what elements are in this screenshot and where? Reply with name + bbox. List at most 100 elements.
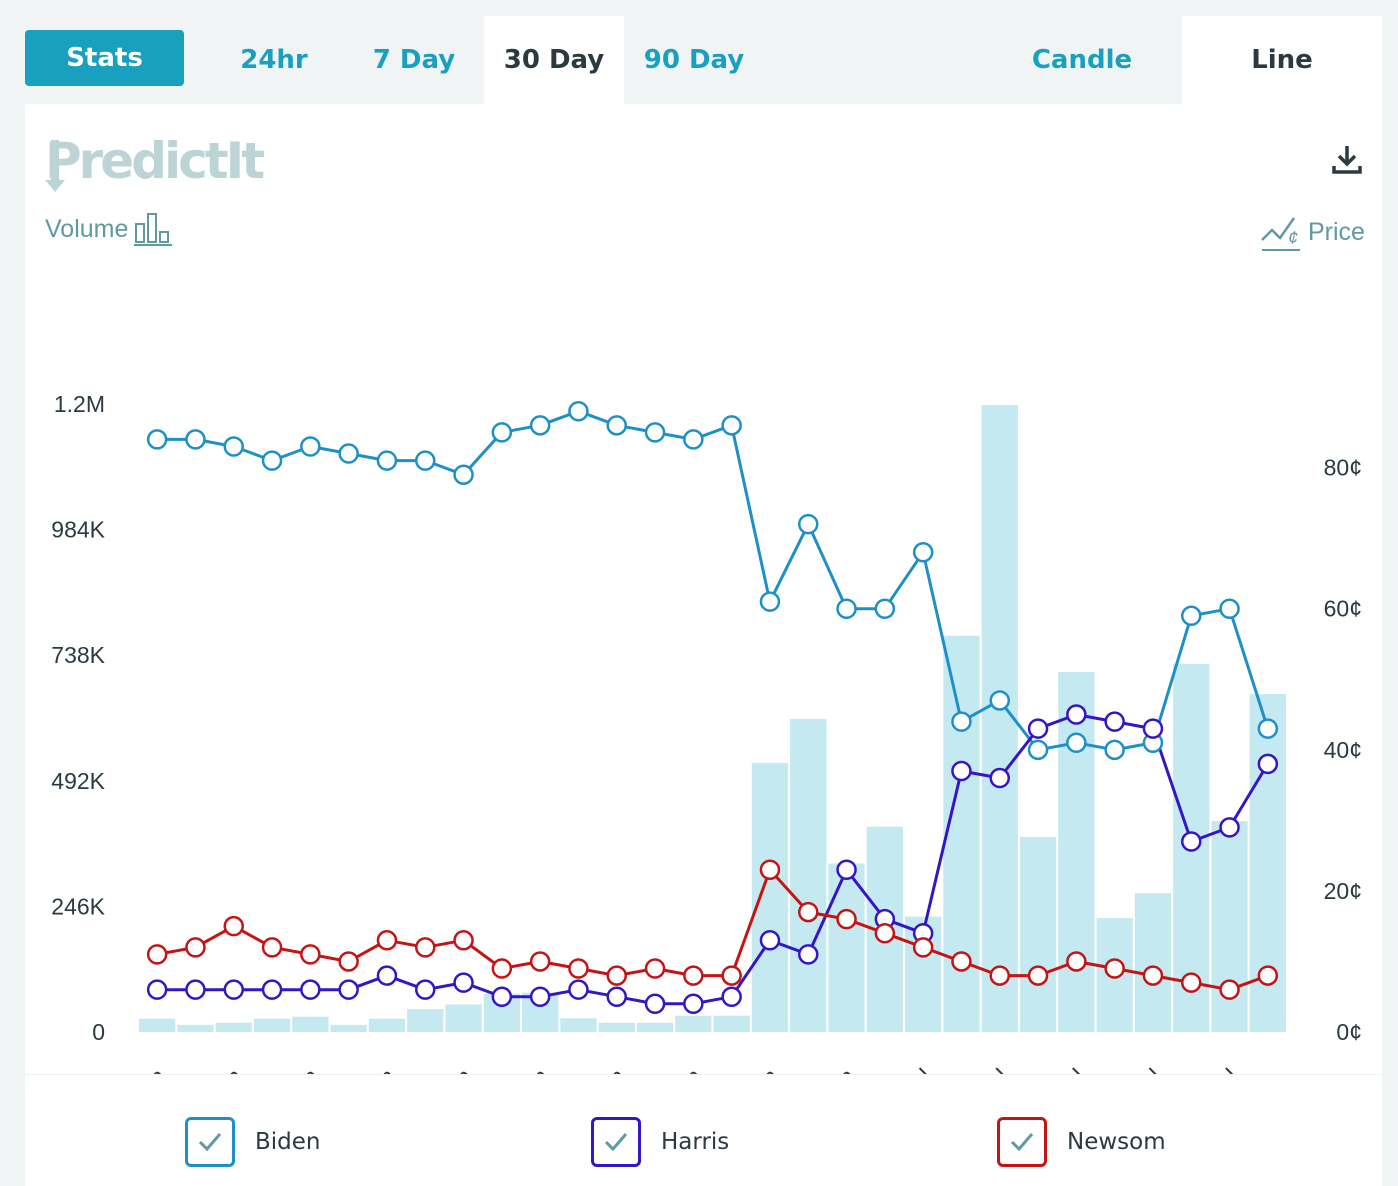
legend-panel: Biden Harris Newsom	[25, 1074, 1382, 1186]
legend-label-newsom: Newsom	[1067, 1129, 1166, 1155]
volume-bar	[215, 1022, 252, 1032]
series-point-harris	[568, 979, 589, 1000]
volume-bar	[560, 1018, 597, 1032]
series-point-newsom	[606, 965, 627, 986]
series-point-biden	[836, 598, 857, 619]
volume-bar	[139, 1018, 176, 1032]
tab-candle[interactable]: Candle	[1031, 45, 1133, 75]
x-tick-label: 07 Jul	[1105, 1063, 1167, 1074]
series-point-harris	[223, 979, 244, 1000]
series-point-harris	[683, 993, 704, 1015]
series-point-newsom	[453, 930, 474, 951]
predictit-logo: PredictIt	[45, 132, 265, 190]
series-point-biden	[1104, 739, 1125, 761]
series-point-harris	[376, 965, 398, 986]
series-point-biden	[874, 598, 896, 619]
volume-bar	[1019, 836, 1057, 1032]
series-point-biden	[912, 542, 934, 563]
price-chart-icon: ¢	[1261, 217, 1300, 251]
series-point-newsom	[951, 951, 972, 972]
series-point-newsom	[1257, 965, 1279, 986]
series-point-newsom	[683, 965, 704, 986]
series-point-newsom	[1142, 965, 1164, 986]
tab-24hr[interactable]: 24hr	[240, 45, 308, 75]
x-tick-label: 29 Jun	[793, 1063, 860, 1074]
series-point-biden	[606, 415, 627, 436]
legend-checkbox-harris[interactable]	[591, 1117, 641, 1167]
series-point-newsom	[1181, 972, 1202, 993]
volume-bar	[598, 1022, 635, 1032]
series-point-harris	[300, 979, 321, 1000]
series-point-harris	[798, 944, 819, 965]
logo-arrow-icon	[45, 140, 65, 192]
series-point-newsom	[300, 944, 321, 965]
series-point-biden	[1066, 732, 1087, 754]
legend-label-harris: Harris	[661, 1129, 730, 1155]
volume-bar	[368, 1018, 406, 1032]
price-volume-chart: 0 246K 492K 738K 984K 1.2M 0¢ 20¢ 40¢ 60¢ 80¢ 11 Ju…	[51, 391, 1362, 1074]
stats-button[interactable]: Stats	[25, 30, 184, 86]
legend-checkbox-biden[interactable]	[185, 1117, 235, 1167]
series-point-harris	[1257, 753, 1279, 775]
x-tick-label: 13 Jun	[180, 1063, 247, 1074]
series-point-biden	[415, 450, 436, 471]
x-tick-label: 05 Jul	[1028, 1063, 1090, 1074]
legend-item-harris[interactable]: Harris	[591, 1117, 729, 1167]
y-right-tick-label: 0¢	[1336, 1019, 1362, 1045]
y-right-tick-label: 80¢	[1324, 455, 1362, 481]
checkmark-icon	[604, 1133, 628, 1152]
series-point-newsom	[415, 937, 436, 958]
download-icon[interactable]	[1330, 142, 1364, 176]
legend-item-newsom[interactable]: Newsom	[997, 1117, 1166, 1167]
price-label: Price	[1308, 217, 1365, 246]
series-point-newsom	[989, 965, 1010, 986]
checkmark-icon	[1010, 1133, 1034, 1152]
legend-checkbox-newsom[interactable]	[997, 1117, 1047, 1167]
checkmark-icon	[198, 1133, 222, 1152]
series-point-newsom	[1104, 958, 1125, 979]
series-point-biden	[223, 436, 244, 457]
series-point-biden	[989, 690, 1010, 711]
tab-30-day[interactable]: 30 Day	[484, 16, 624, 104]
series-point-biden	[146, 429, 168, 450]
series-point-biden	[491, 422, 513, 443]
volume-bar	[636, 1022, 674, 1032]
series-point-newsom	[261, 937, 283, 958]
series-point-biden	[529, 415, 551, 436]
series-point-newsom	[644, 958, 666, 979]
y-left-tick-label: 0	[92, 1019, 105, 1045]
legend-item-biden[interactable]: Biden	[185, 1117, 321, 1167]
chart-panel: PredictIt Volume ¢ Price 0 246K 492K 738K 98…	[25, 104, 1382, 1074]
series-point-harris	[1219, 817, 1240, 838]
y-right-tick-label: 20¢	[1324, 878, 1362, 904]
volume-bar	[675, 1015, 712, 1032]
series-point-harris	[1066, 704, 1087, 725]
tab-90-day[interactable]: 90 Day	[643, 45, 745, 75]
top-nav-bar: Stats 24hr 7 Day 30 Day 90 Day Candle Li…	[0, 0, 1398, 104]
series-point-biden	[644, 422, 666, 443]
volume-axis-label: Volume	[45, 212, 174, 246]
tab-line[interactable]: Line	[1182, 16, 1382, 104]
series-point-newsom	[223, 915, 244, 937]
volume-bar	[1134, 893, 1172, 1032]
legend-label-biden: Biden	[255, 1129, 321, 1155]
y-left-tick-label: 738K	[51, 642, 105, 668]
volume-bar	[330, 1024, 367, 1032]
series-line-biden	[157, 409, 1270, 752]
series-point-harris	[453, 972, 474, 993]
series-point-harris	[1027, 718, 1049, 739]
volume-bar	[828, 863, 865, 1032]
y-right-tick-label: 40¢	[1324, 737, 1362, 763]
volume-bar	[1211, 821, 1248, 1032]
series-point-biden	[759, 591, 781, 612]
series-point-newsom	[491, 958, 513, 979]
tab-7-day[interactable]: 7 Day	[372, 45, 456, 75]
volume-bar	[790, 719, 827, 1032]
y-left-tick-label: 1.2M	[54, 391, 105, 417]
volume-label: Volume	[45, 214, 129, 243]
series-point-newsom	[146, 944, 168, 965]
volume-bar	[292, 1016, 329, 1032]
y-left-tick-label: 984K	[51, 517, 105, 543]
volume-bar	[177, 1024, 214, 1032]
series-point-biden	[1219, 598, 1240, 619]
